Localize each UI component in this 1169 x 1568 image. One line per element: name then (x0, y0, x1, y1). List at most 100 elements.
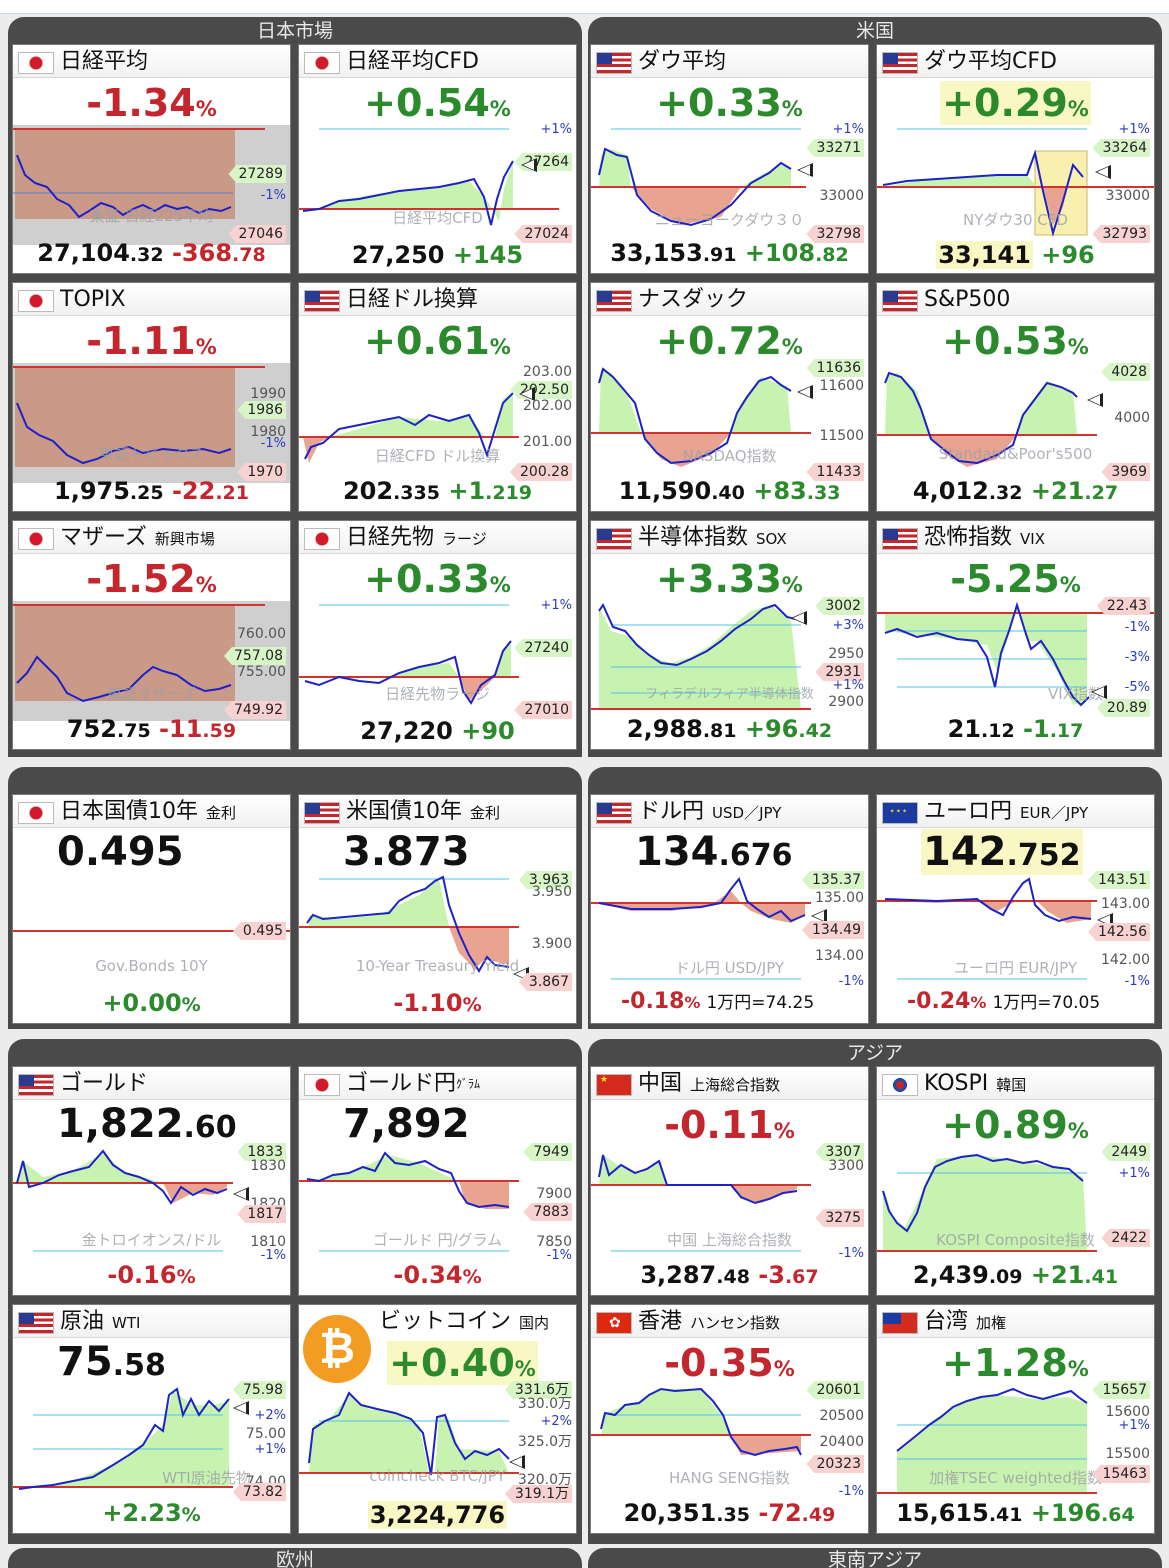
pct-tick: +1% (1118, 1418, 1150, 1433)
title-text: 中国 (638, 1071, 683, 1096)
current-marker-icon (791, 611, 807, 625)
change: +21 (1030, 477, 1085, 505)
low-label: 32798 (806, 225, 864, 243)
tick-label: 755.00 (237, 664, 286, 680)
conversion-text: 1万円=74.25 (706, 993, 815, 1013)
yield-value: 3.873 (343, 829, 470, 875)
pct-tick: +1% (1118, 1166, 1150, 1181)
percent-unit: % (176, 1266, 196, 1288)
price: 15,615 (896, 1499, 989, 1527)
pct-tick: -1% (838, 974, 864, 989)
card-kospi[interactable]: KOSPI 韓国 +0.89% KOSPI Composite指数 2449 +1… (876, 1066, 1155, 1296)
high-label: 135.37 (802, 871, 864, 889)
price-decimal: .60 (183, 1110, 237, 1145)
card-jgb10[interactable]: 日本国債10年 金利 0.495 Gov.Bonds 10Y 0.495 +0.0… (12, 794, 291, 1024)
tick-label: 320.0万 (517, 1472, 572, 1488)
price-decimal: .35 (716, 1504, 750, 1526)
price: 1,975 (54, 477, 130, 505)
card-nasdaq[interactable]: ナスダック +0.72% NASDAQ指数 11636 11600 11500 … (590, 282, 869, 512)
card-wti[interactable]: 原油 WTI 75.58 WTI原油先物 75.98 +2% 75.00 +1% … (12, 1304, 291, 1534)
title-text: 米国債10年 (346, 799, 462, 824)
mini-chart (877, 128, 1154, 237)
card-dow-cfd[interactable]: ダウ平均CFD +0.29% NYダウ30 CFD +1% 33264 3300… (876, 44, 1155, 274)
percent-unit: % (773, 1357, 795, 1381)
card-nikkei-usd[interactable]: 日経ドル換算 +0.61% 日経CFD ドル換算 203.00 202.50 2… (298, 282, 577, 512)
mini-chart (299, 128, 559, 226)
section-title-europe: 欧州 (275, 1549, 314, 1568)
price: 2,988 (626, 715, 703, 743)
card-taiwan[interactable]: 台湾 加権 +1.28% 加権TSEC weighted指数 15657 1560… (876, 1304, 1155, 1534)
low-label: 2422 (1101, 1229, 1150, 1247)
card-gold-jpy[interactable]: ゴールド円ｸﾞﾗﾑ 7,892 ゴールド 円/グラム 7949 7900 788… (298, 1066, 577, 1296)
card-header: ドル円 USD／JPY (591, 795, 868, 828)
percent-unit: % (195, 97, 217, 121)
price-line: 27,220 +90 (299, 715, 576, 747)
change-decimal: .21 (215, 482, 249, 504)
card-mothers[interactable]: マザーズ 新興市場 -1.52% 東証マザーズ 760.00 757.08 755… (12, 520, 291, 750)
percent-value: +0.40 (389, 1341, 515, 1385)
change-decimal: .59 (202, 720, 237, 742)
card-ust10[interactable]: 米国債10年 金利 3.873 10-Year Treasury Yield 3.… (298, 794, 577, 1024)
price-decimal: .91 (702, 244, 737, 266)
tick-label: 15500 (1105, 1446, 1150, 1462)
chart-watermark: フィラデルフィア半導体指数 (645, 687, 814, 702)
card-usdjpy[interactable]: ドル円 USD／JPY 134.676 ドル円 USD/JPY 135.37 13… (590, 794, 869, 1024)
price-decimal: .40 (711, 482, 745, 504)
title-sub: 加権 (976, 1314, 1007, 1332)
chart (591, 875, 868, 995)
chart (591, 601, 868, 721)
card-header: 日本国債10年 金利 (13, 795, 290, 828)
change-decimal: .42 (798, 720, 833, 742)
card-sp500[interactable]: S&P500 +0.53% Standard&Poor's500 4028 40… (876, 282, 1155, 512)
percent-unit: % (514, 1357, 536, 1381)
title-sub: 新興市場 (154, 530, 215, 548)
card-bitcoin[interactable]: ₿ ビットコイン 国内 +0.40% coincheck BTC/JPY 331.… (298, 1304, 577, 1534)
chart-watermark: 日経CFD ドル換算 (374, 447, 501, 465)
change: -22 (171, 477, 216, 505)
price-line: 11,590.40 +83.33 (591, 475, 868, 509)
card-dow[interactable]: ダウ平均 +0.33% ニューヨークダウ３０ +1% 33271 33000 3… (590, 44, 869, 274)
yield-value: 0.495 (57, 829, 184, 875)
high-label: 20601 (806, 1381, 864, 1399)
card-title: ナスダック (638, 287, 749, 312)
title-sub: 韓国 (996, 1076, 1027, 1094)
change-percent: +0.61% (299, 317, 576, 371)
price-line: 21.12 -1.17 (877, 713, 1154, 747)
title-text: マザーズ (60, 525, 147, 550)
tick-label: 3.950 (531, 884, 572, 900)
card-sox[interactable]: 半導体指数 SOX +3.33% フィラデルフィア半導体指数 3002 +3% 2… (590, 520, 869, 750)
card-gold[interactable]: ゴールド 1,822.60 金トロイオンス/ドル 1833 1830 1820 … (12, 1066, 291, 1296)
card-nikkei-futures[interactable]: 日経先物 ラージ +0.33% 日経先物ラージ +1% 27240 27010 2… (298, 520, 577, 750)
card-nikkei-cfd[interactable]: 日経平均CFD +0.54% 日経平均CFD +1% 27264 27024 2… (298, 44, 577, 274)
tick-label: 1990 (250, 386, 286, 402)
card-title: ゴールド (60, 1071, 149, 1096)
high-label: 1986 (237, 401, 286, 419)
card-title: ゴールド円ｸﾞﾗﾑ (346, 1070, 480, 1098)
low-label: 20323 (806, 1455, 864, 1473)
percent-value: +0.33 (364, 557, 490, 601)
change: -3 (758, 1261, 785, 1289)
chart-watermark: 東証 日経225平均 (89, 207, 214, 225)
card-nikkei[interactable]: 日経平均 -1.34% 東証 日経225平均 27289 -1% 27046 2… (12, 44, 291, 274)
us-flag-icon (882, 52, 918, 74)
tick-label: 1830 (250, 1158, 286, 1174)
chart (877, 601, 1154, 721)
high-label: 4028 (1101, 363, 1150, 381)
card-header: S&P500 (877, 283, 1154, 316)
percent-value: +1.28 (942, 1341, 1068, 1385)
price-decimal: .81 (702, 720, 737, 742)
title-text: ユーロ円 (924, 799, 1013, 824)
mini-chart (13, 604, 265, 703)
change: +1 (448, 477, 486, 505)
price: 33,141 (936, 241, 1033, 269)
price: 33,153 (610, 239, 703, 267)
title-sub: SOX (756, 530, 787, 548)
card-topix[interactable]: TOPIX -1.11% 東証トピックス 1990 1986 1980 -1% … (12, 282, 291, 512)
card-vix[interactable]: 恐怖指数 VIX -5.25% VIX指数 22.43 -1% -3% -5% 2… (876, 520, 1155, 750)
chart-watermark: Standard&Poor's500 (938, 445, 1093, 463)
title-text: ゴールド円 (346, 1071, 457, 1096)
title-text: 原油 (60, 1309, 105, 1334)
